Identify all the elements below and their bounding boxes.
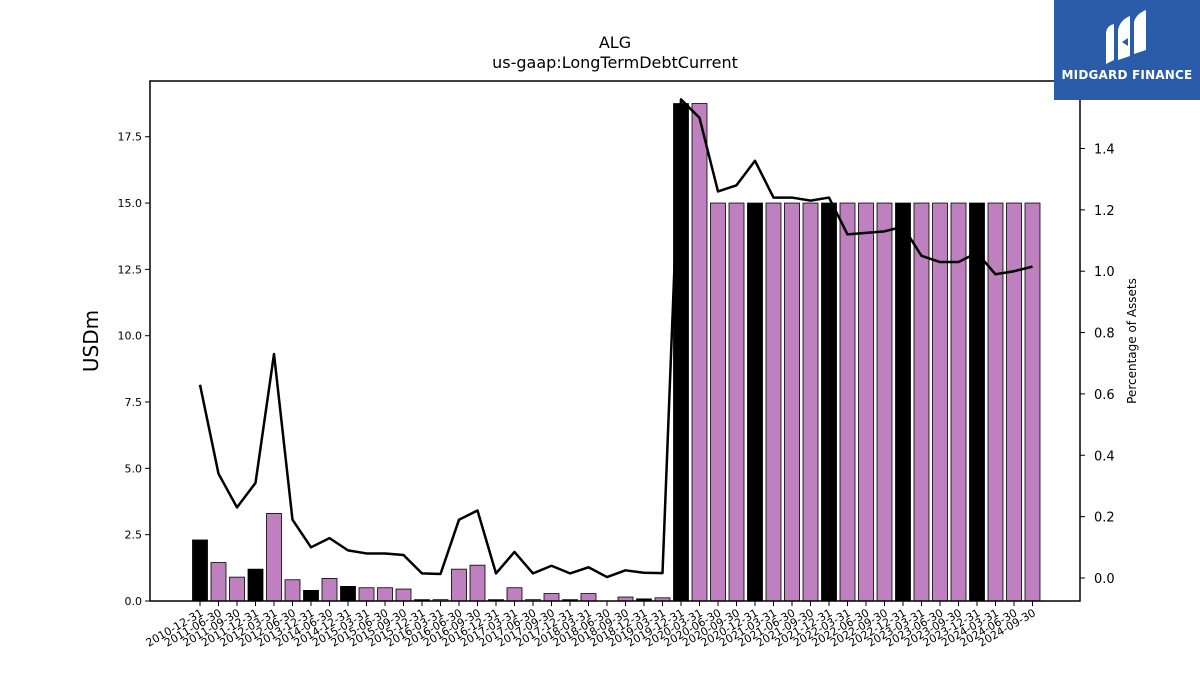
y2-tick-label: 0.2 <box>1094 511 1115 526</box>
bar <box>229 576 245 602</box>
brand-logo: MIDGARD FINANCE <box>1054 0 1200 100</box>
y2-axis-label: Percentage of Assets <box>1125 278 1139 404</box>
y-tick-label: 12.5 <box>118 263 143 276</box>
brand-name: MIDGARD FINANCE <box>1061 68 1193 82</box>
percent-line <box>198 98 1033 579</box>
y2-tick-label: 1.4 <box>1094 142 1115 157</box>
bar <box>469 564 486 602</box>
bar <box>839 202 856 602</box>
bar <box>210 562 227 602</box>
bar <box>728 202 745 602</box>
bar <box>913 202 930 602</box>
y2-tick-label: 1.0 <box>1094 265 1115 280</box>
midgard-logo-icon <box>1106 10 1146 64</box>
bar <box>340 586 356 602</box>
y2-tick-label: 1.2 <box>1094 204 1115 219</box>
bar <box>580 593 597 602</box>
bar <box>377 587 393 602</box>
bar <box>303 589 319 602</box>
bar <box>784 202 800 602</box>
bar <box>284 579 301 602</box>
bar <box>247 568 264 602</box>
bar <box>1006 202 1022 602</box>
bar <box>969 202 985 602</box>
y2-tick-label: 0.8 <box>1094 327 1115 342</box>
bar <box>321 578 338 602</box>
bar <box>192 539 208 602</box>
bar <box>987 202 1004 602</box>
y-tick-label: 15.0 <box>118 197 143 210</box>
bar <box>506 587 523 602</box>
bar <box>1024 202 1041 602</box>
bar <box>673 103 689 602</box>
plot-frame <box>149 80 1081 602</box>
y-axis-label: USDm <box>79 310 103 372</box>
bar <box>710 202 726 602</box>
y-axis-left: 0.0 2.5 5.0 7.5 10.0 12.5 15.0 17.5 <box>118 131 150 608</box>
y-tick-label: 10.0 <box>118 330 143 343</box>
bar <box>802 202 819 602</box>
bar <box>358 587 375 602</box>
chart-subtitle: us-gaap:LongTermDebtCurrent <box>492 53 738 72</box>
bar <box>858 202 874 602</box>
bar <box>451 568 467 602</box>
y-tick-label: 5.0 <box>125 462 143 475</box>
bar <box>266 513 282 602</box>
bar <box>747 202 763 602</box>
y-tick-label: 0.0 <box>125 595 143 608</box>
y2-tick-label: 0.4 <box>1094 449 1115 464</box>
bar <box>691 103 708 602</box>
x-axis: 2010-12-312011-06-302011-09-302011-12-31… <box>144 601 1038 650</box>
y-tick-label: 2.5 <box>125 529 143 542</box>
y-tick-label: 17.5 <box>118 131 143 144</box>
y2-tick-label: 0.6 <box>1094 388 1115 403</box>
bar-series <box>192 103 1041 602</box>
bar <box>821 202 837 602</box>
y-tick-label: 7.5 <box>125 396 143 409</box>
bar <box>543 593 560 602</box>
bar <box>876 202 893 602</box>
y2-tick-label: 0.0 <box>1094 572 1115 587</box>
chart-title: ALG <box>599 33 631 52</box>
bar <box>395 588 412 602</box>
y-axis-right: 0.0 0.2 0.4 0.6 0.8 1.0 1.2 1.4 <box>1080 142 1115 587</box>
percent-line-series <box>198 98 1033 579</box>
bar <box>765 202 782 602</box>
bar <box>895 202 911 602</box>
